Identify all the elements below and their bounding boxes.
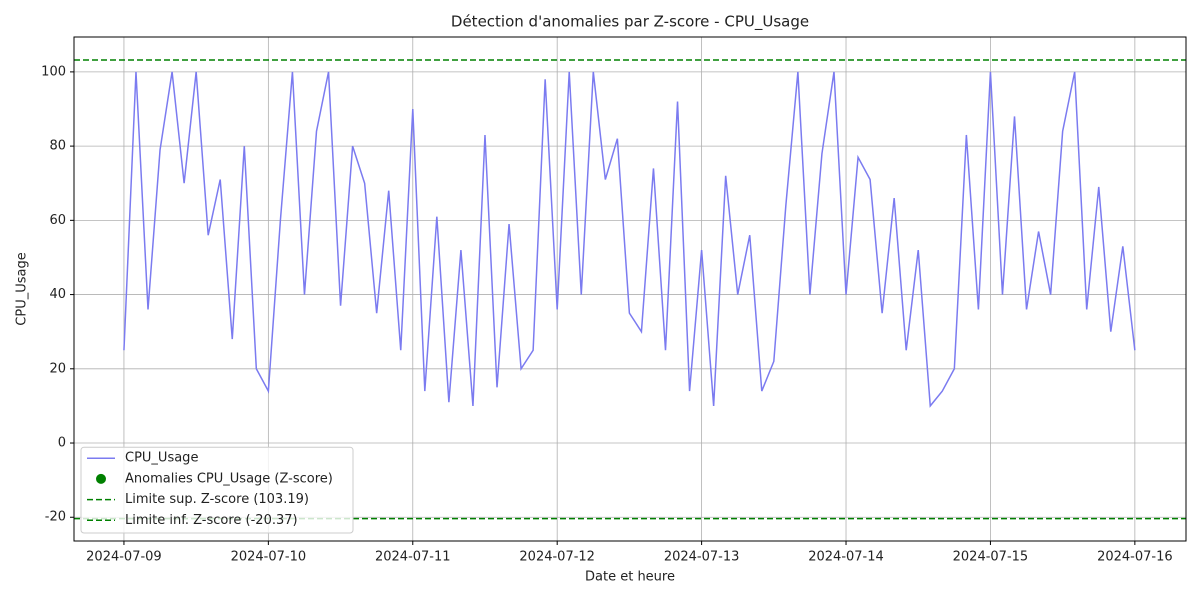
x-tick-label: 2024-07-14 xyxy=(808,550,884,565)
legend-box xyxy=(80,446,354,534)
x-tick-label: 2024-07-12 xyxy=(519,550,595,565)
chart-title: Détection d'anomalies par Z-score - CPU_… xyxy=(451,13,809,32)
y-tick-label: 0 xyxy=(58,436,66,451)
y-tick-label: 80 xyxy=(49,139,66,154)
x-tick-label: 2024-07-10 xyxy=(231,550,307,565)
legend-label: Anomalies CPU_Usage (Z-score) xyxy=(125,471,333,486)
x-tick-label: 2024-07-11 xyxy=(375,550,451,565)
x-tick-label: 2024-07-09 xyxy=(86,550,162,565)
x-tick-label: 2024-07-15 xyxy=(953,550,1029,565)
x-tick-label: 2024-07-16 xyxy=(1097,550,1173,565)
y-axis-label: CPU_Usage xyxy=(15,252,30,325)
x-axis-label: Date et heure xyxy=(585,570,675,585)
y-tick-label: 20 xyxy=(49,361,66,376)
y-tick-label: 40 xyxy=(49,287,66,302)
y-tick-label: -20 xyxy=(45,510,66,525)
legend-label: Limite inf. Z-score (-20.37) xyxy=(125,513,298,528)
legend: CPU_Usage Anomalies CPU_Usage (Z-score) Li… xyxy=(80,446,354,534)
legend-marker xyxy=(96,473,106,484)
plot-frame xyxy=(73,36,1187,542)
legend-label: CPU_Usage xyxy=(125,451,198,466)
y-tick-label: 100 xyxy=(41,64,66,79)
y-tick-label: 60 xyxy=(49,213,66,228)
legend-label: Limite sup. Z-score (103.19) xyxy=(125,492,309,507)
x-tick-label: 2024-07-13 xyxy=(664,550,740,565)
data-line xyxy=(123,71,1136,408)
